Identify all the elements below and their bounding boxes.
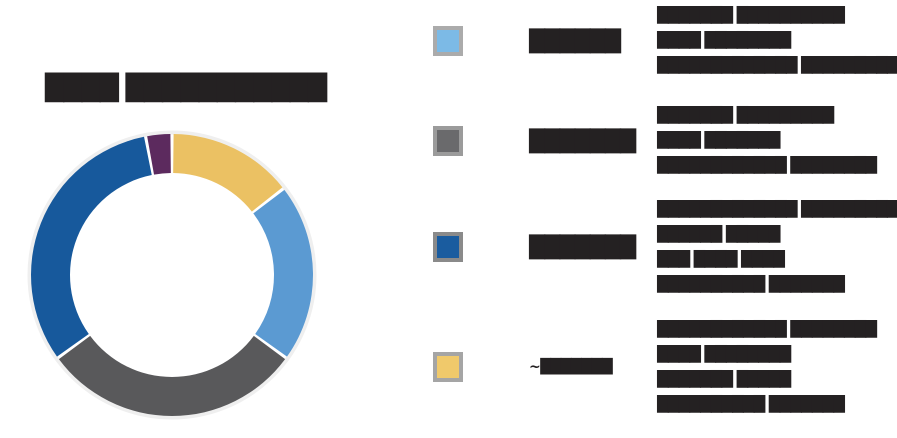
legend-description-line: █████████████ ██████████ (657, 200, 897, 218)
legend-description-line: ███████ █████████ (657, 106, 834, 124)
chart-title: ████ ███████████ (45, 73, 327, 102)
legend-description: ███████ █████████ ████ ███████ ███████████… (657, 103, 895, 178)
legend-description-line: ████████████ ████████ (657, 156, 877, 174)
legend-item: ~███████ ████████████ ████████ ████ ██████… (433, 317, 895, 417)
legend-description-line: ███ ████ ████ (657, 250, 785, 268)
legend-description-line: ████ ████████ (657, 345, 791, 363)
legend-item: ██████ ███████ ██████████ ████ ████████ ███… (433, 3, 897, 78)
legend-description-line: ████ ████████ (657, 31, 791, 49)
legend-description-line: ███████ ██████████ (657, 6, 845, 24)
legend-description-line: ████ ███████ (657, 131, 780, 149)
legend-description-line: ██████████ ███████ (657, 395, 845, 413)
legend-item: ███████ ███████ █████████ ████ ███████ ████… (433, 103, 895, 178)
donut-outer-halo (27, 130, 317, 420)
legend-description-line: ██████ █████ (657, 225, 780, 243)
donut-chart (27, 130, 317, 420)
legend-swatch (433, 25, 463, 56)
legend-percent: ███████ (529, 128, 636, 153)
legend-description: █████████████ ██████████ ██████ █████ ███ … (657, 197, 897, 297)
legend-item: ███████ █████████████ ██████████ ██████ ██… (433, 197, 897, 297)
legend-description: ████████████ ████████ ████ ████████ ██████… (657, 317, 895, 417)
legend-description-line: █████████████ ██████████ (657, 56, 897, 74)
donut-light-blue-segment (253, 189, 314, 357)
legend-description-line: ████████████ ████████ (657, 320, 877, 338)
legend-swatch (433, 232, 463, 262)
donut-gold-segment (173, 134, 283, 212)
legend-description-line: ██████████ ███████ (657, 275, 845, 293)
legend-description-line: ███████ █████ (657, 370, 791, 388)
donut-dark-blue-segment (31, 136, 152, 357)
donut-purple-segment (147, 134, 171, 175)
legend-percent: ███████ (529, 235, 636, 259)
legend-percent: ██████ (529, 28, 621, 53)
legend-description: ███████ ██████████ ████ ████████ █████████… (657, 3, 897, 78)
donut-gray-segment (58, 335, 286, 416)
legend-percent: ~███████ (529, 359, 613, 375)
legend-swatch (433, 352, 463, 382)
legend-swatch (433, 125, 463, 156)
